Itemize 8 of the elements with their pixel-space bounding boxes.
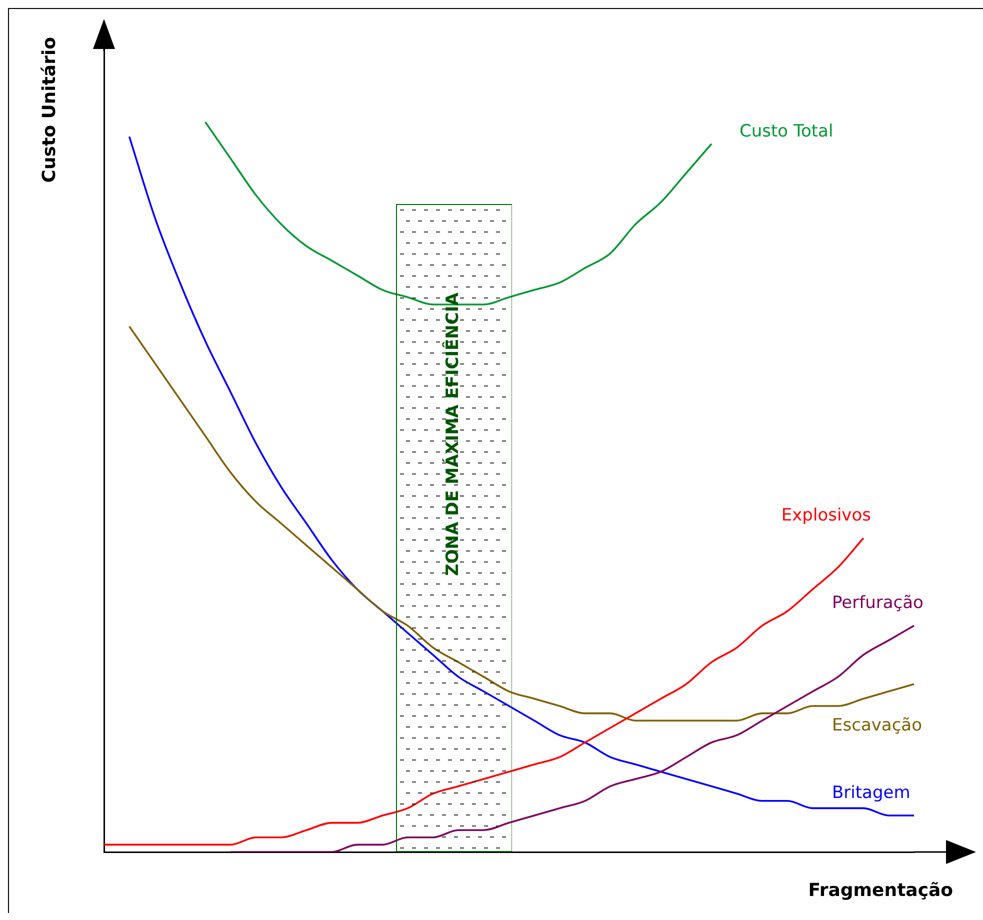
series-label: Perfuração [832,593,924,614]
y-axis-title: Custo Unitário [39,37,60,183]
series-label: Britagem [832,782,910,803]
annotation: ZONA DE MÁXIMA EFICIÊNCIA [442,292,463,578]
series-label: Explosivos [781,506,872,526]
series-label: Custo Total [740,121,834,142]
series-label: Escavação [832,716,922,736]
x-axis-title: Fragmentação [808,880,953,901]
